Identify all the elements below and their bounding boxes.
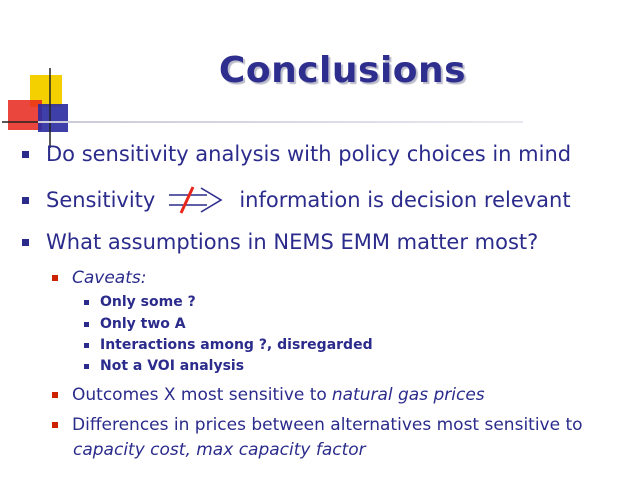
sub-bullet-emphasis: capacity cost, max capacity factor: [73, 440, 366, 460]
caveat-text: Interactions among ?, disregarded: [100, 337, 373, 353]
bullet-text: Do sensitivity analysis with policy choi…: [46, 142, 572, 166]
slide-logo-icon: [2, 68, 90, 148]
sub-bullet-text: Differences in prices between alternativ…: [72, 415, 583, 435]
bullet-marker-icon: [22, 196, 29, 204]
crossed-implies-arrow-icon: [169, 186, 223, 214]
caveat-text: Only some ?: [100, 294, 196, 310]
sub-bullet-caveats: Caveats:: [52, 268, 146, 288]
bullet-marker-icon: [84, 342, 89, 348]
bullet-marker-icon: [84, 363, 89, 369]
caveat-item: Not a VOI analysis: [84, 358, 244, 374]
bullet-marker-icon: [22, 238, 29, 246]
sub-bullet-text: Caveats:: [72, 268, 147, 288]
slide-title: Conclusions: [218, 50, 467, 91]
bullet-marker-icon: [84, 321, 89, 327]
sub-bullet-differences: Differences in prices between alternativ…: [52, 415, 583, 435]
bullet-marker-icon: [52, 275, 58, 281]
bullet-marker-icon: [84, 299, 89, 305]
caveat-item: Interactions among ?, disregarded: [84, 337, 373, 353]
sub-bullet-text: Outcomes X most sensitive to: [72, 385, 327, 405]
bullet-assumptions: What assumptions in NEMS EMM matter most…: [22, 230, 538, 254]
caveat-item: Only two A: [84, 316, 186, 332]
bullet-marker-icon: [22, 150, 29, 158]
sub-bullet-outcomes: Outcomes X most sensitive to natural gas…: [52, 385, 485, 405]
bullet-text: What assumptions in NEMS EMM matter most…: [46, 230, 539, 254]
title-divider: [38, 121, 523, 123]
bullet-text-before: Sensitivity: [46, 188, 156, 212]
sub-bullet-emphasis: natural gas prices: [331, 385, 485, 405]
bullet-sensitivity-policy: Do sensitivity analysis with policy choi…: [22, 142, 571, 166]
bullet-marker-icon: [52, 392, 58, 398]
caveat-text: Not a VOI analysis: [100, 358, 245, 374]
bullet-text-after: information is decision relevant: [239, 188, 571, 212]
bullet-decision-relevant: Sensitivity information is decision rele…: [22, 186, 571, 214]
caveat-item: Only some ?: [84, 294, 196, 310]
caveat-text: Only two A: [100, 316, 186, 332]
bullet-marker-icon: [52, 422, 58, 428]
